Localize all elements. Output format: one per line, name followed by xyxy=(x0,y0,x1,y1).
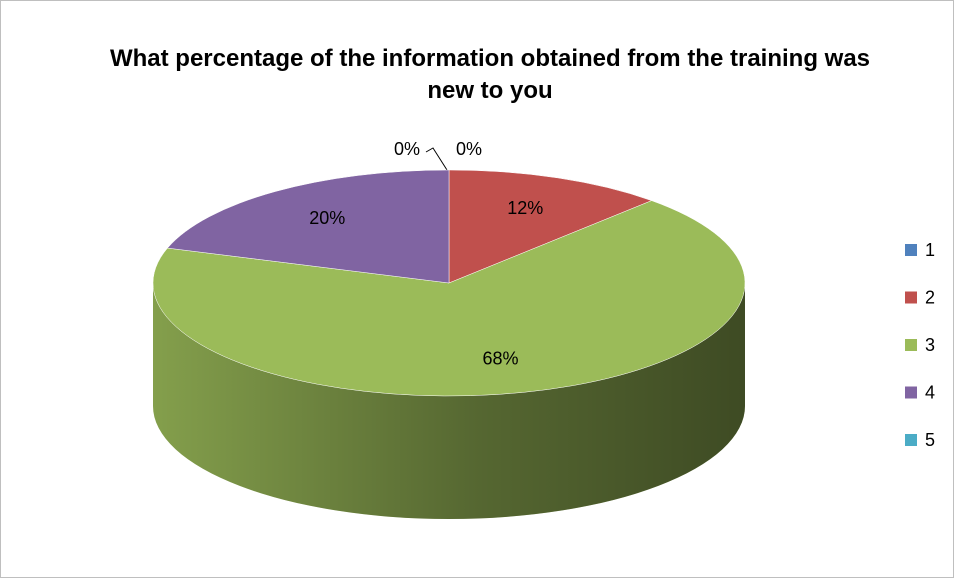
legend-label: 4 xyxy=(925,382,935,402)
chart-title: What percentage of the information obtai… xyxy=(110,45,870,104)
legend-label: 1 xyxy=(925,240,935,260)
leader-line xyxy=(425,147,448,171)
legend-swatch xyxy=(905,339,917,351)
legend-swatch xyxy=(905,434,917,446)
pie-slice xyxy=(152,200,746,397)
data-label: 68% xyxy=(483,348,519,368)
legend-label: 5 xyxy=(925,430,935,450)
legend-swatch xyxy=(905,386,917,399)
data-label: 0% xyxy=(394,139,420,159)
side-shading xyxy=(153,283,745,519)
data-label: 20% xyxy=(309,208,345,228)
pie-slice xyxy=(166,169,450,284)
legend-label: 3 xyxy=(925,335,935,355)
data-label: 0% xyxy=(456,139,482,159)
legend-label: 2 xyxy=(925,287,935,307)
pie-slice xyxy=(448,169,653,284)
legend-swatch xyxy=(905,291,917,304)
data-label: 12% xyxy=(507,198,543,218)
legend-swatch xyxy=(905,244,917,256)
